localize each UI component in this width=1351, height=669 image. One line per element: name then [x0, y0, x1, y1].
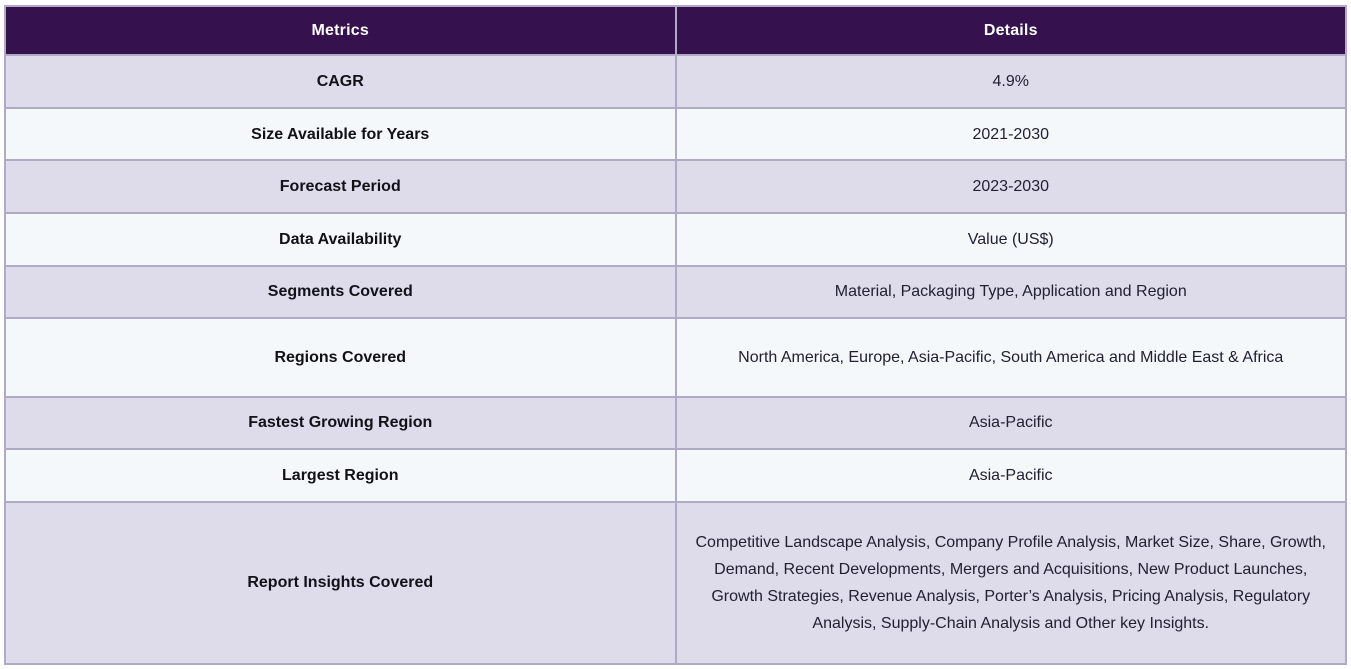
details-column-header: Details	[674, 4, 1347, 57]
table-row-cagr: CAGR 4.9%	[4, 54, 1347, 109]
table-row-report-insights: Report Insights Covered Competitive Land…	[4, 500, 1347, 666]
table-row-size-available: Size Available for Years 2021-2030	[4, 106, 1347, 162]
detail-cell: Competitive Landscape Analysis, Company …	[674, 500, 1347, 666]
metric-cell: Size Available for Years	[4, 106, 677, 162]
metric-cell: Forecast Period	[4, 159, 677, 215]
detail-cell: 2021-2030	[674, 106, 1347, 162]
table-row-fastest-growing-region: Fastest Growing Region Asia-Pacific	[4, 395, 1347, 451]
detail-cell: Asia-Pacific	[674, 448, 1347, 503]
metric-cell: Fastest Growing Region	[4, 395, 677, 451]
table-row-forecast-period: Forecast Period 2023-2030	[4, 159, 1347, 215]
metric-cell: Largest Region	[4, 448, 677, 503]
header-row: Metrics Details	[4, 4, 1347, 57]
metric-cell: Report Insights Covered	[4, 500, 677, 666]
detail-cell: 4.9%	[674, 54, 1347, 109]
detail-cell: Value (US$)	[674, 212, 1347, 267]
report-summary-table: Metrics Details CAGR 4.9% Size Available…	[4, 4, 1347, 666]
metrics-column-header: Metrics	[4, 4, 677, 57]
metric-cell: Regions Covered	[4, 317, 677, 398]
table-row-largest-region: Largest Region Asia-Pacific	[4, 448, 1347, 503]
metric-cell: Segments Covered	[4, 264, 677, 320]
detail-cell: Material, Packaging Type, Application an…	[674, 264, 1347, 320]
metric-cell: Data Availability	[4, 212, 677, 267]
table-row-segments-covered: Segments Covered Material, Packaging Typ…	[4, 264, 1347, 320]
detail-cell: 2023-2030	[674, 159, 1347, 215]
table-row-data-availability: Data Availability Value (US$)	[4, 212, 1347, 267]
detail-cell: North America, Europe, Asia-Pacific, Sou…	[674, 317, 1347, 398]
metric-cell: CAGR	[4, 54, 677, 109]
detail-cell: Asia-Pacific	[674, 395, 1347, 451]
table-row-regions-covered: Regions Covered North America, Europe, A…	[4, 317, 1347, 398]
